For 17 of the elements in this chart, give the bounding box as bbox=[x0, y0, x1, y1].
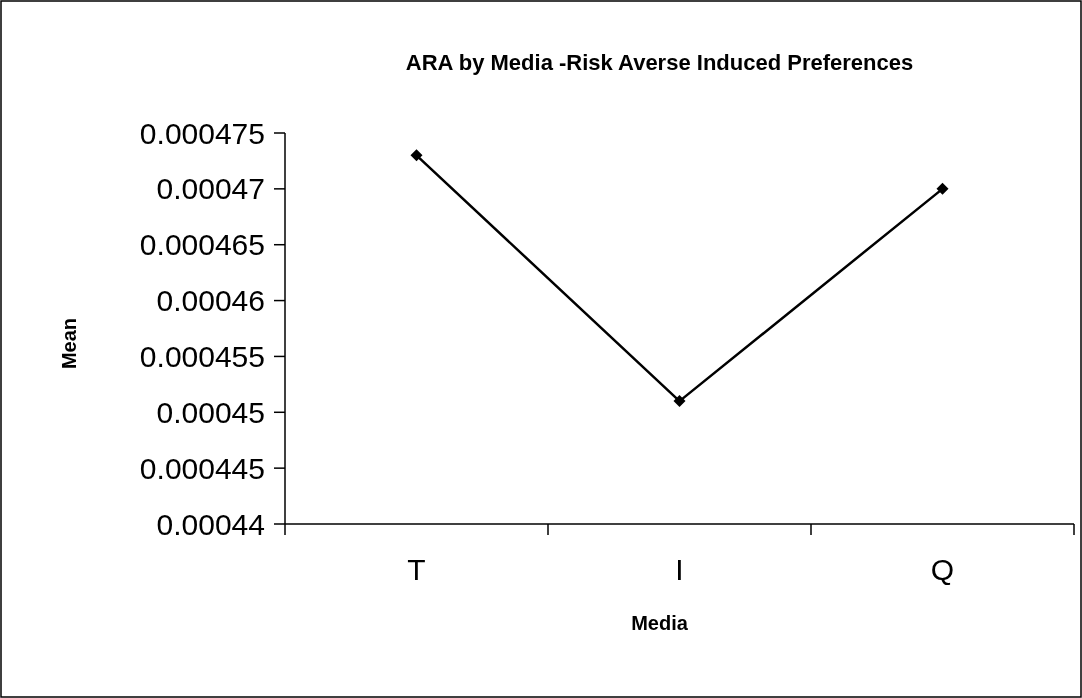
x-tick-label: I bbox=[675, 553, 684, 586]
x-axis-title: Media bbox=[631, 612, 689, 634]
y-tick-label: 0.00045 bbox=[156, 395, 265, 429]
y-tick-label: 0.000465 bbox=[139, 228, 265, 262]
chart-title: ARA by Media -Risk Averse Induced Preferences bbox=[405, 50, 914, 75]
x-tick-label: Q bbox=[930, 553, 955, 586]
point bbox=[410, 149, 423, 162]
y-tick-label: 0.000445 bbox=[139, 451, 265, 485]
y-tick-label: 0.00044 bbox=[156, 507, 265, 541]
y-axis-title: Mean bbox=[58, 317, 80, 370]
y-tick-label: 0.00047 bbox=[156, 172, 265, 206]
y-tick-label: 0.00046 bbox=[156, 284, 265, 318]
point bbox=[936, 182, 949, 195]
x-tick-label: T bbox=[407, 553, 426, 586]
y-tick-label: 0.000455 bbox=[139, 339, 265, 373]
y-tick-label: 0.000475 bbox=[139, 116, 265, 150]
point bbox=[673, 395, 686, 408]
